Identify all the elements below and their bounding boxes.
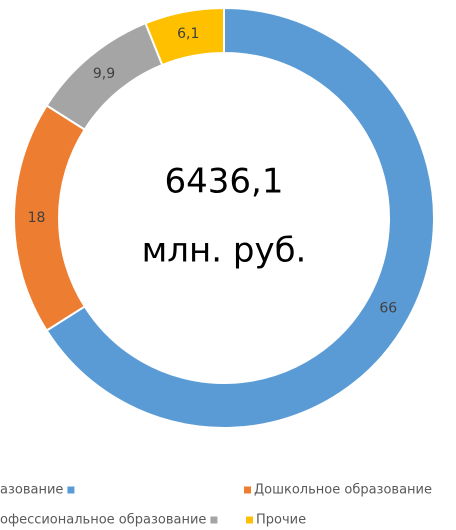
value-label: 18 — [28, 210, 46, 226]
center-total: 6436,1 — [165, 162, 284, 202]
legend-marker — [67, 486, 75, 494]
value-label: 66 — [379, 300, 397, 316]
center-unit: млн. руб. — [142, 231, 307, 271]
legend-label: Дошкольное образование — [254, 483, 432, 498]
legend-label: офессиональное образование — [0, 513, 206, 528]
legend-marker — [246, 516, 253, 524]
value-label: 6,1 — [177, 26, 199, 42]
legend-marker — [210, 516, 218, 524]
donut-slice — [144, 6, 225, 67]
legend-marker — [244, 486, 251, 494]
legend-label: азование — [0, 483, 63, 498]
donut-slice — [45, 6, 435, 429]
donut-slice — [13, 104, 87, 332]
legend-label: Прочие — [256, 513, 306, 528]
value-label: 9,9 — [93, 66, 115, 82]
